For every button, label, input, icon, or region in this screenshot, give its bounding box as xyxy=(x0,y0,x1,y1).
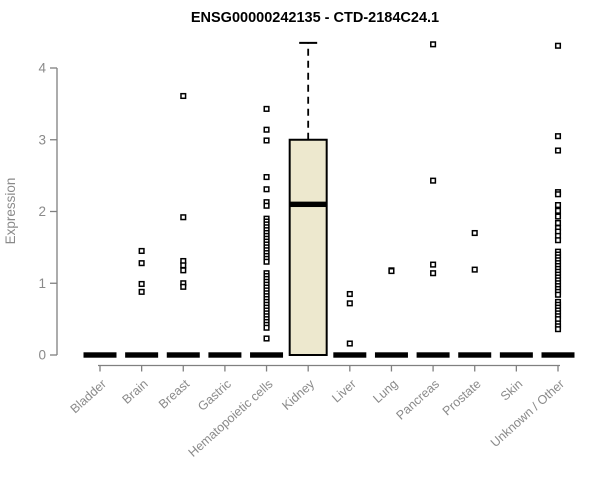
outlier-point xyxy=(430,261,437,268)
outlier-point xyxy=(346,290,353,298)
outlier-point xyxy=(346,340,353,347)
collapsed-box-unknown-other xyxy=(541,352,575,358)
outlier-point xyxy=(430,177,437,184)
outlier-point xyxy=(138,247,145,255)
outlier-point xyxy=(554,213,562,220)
collapsed-box-breast xyxy=(166,352,200,358)
x-tick-label: Unknown / Other xyxy=(488,377,567,450)
y-axis-label: Expression xyxy=(3,178,18,245)
outlier-point xyxy=(263,335,270,342)
x-tick-label: Skin xyxy=(498,377,525,404)
x-tick-label: Breast xyxy=(156,376,193,411)
outlier-point xyxy=(138,288,145,295)
outlier-point xyxy=(263,105,270,112)
collapsed-box-hematopoietic-cells xyxy=(250,352,284,358)
outlier-point xyxy=(430,270,437,277)
y-tick-label: 2 xyxy=(38,204,46,219)
chart-title: ENSG00000242135 - CTD-2184C24.1 xyxy=(191,10,439,26)
x-tick-label: Brain xyxy=(120,377,151,407)
outlier-point xyxy=(471,229,478,237)
outlier-point xyxy=(430,41,437,48)
outlier-point xyxy=(554,42,562,49)
outlier-point xyxy=(263,126,270,133)
x-tick-label: Pancreas xyxy=(393,377,442,423)
outlier-point xyxy=(554,237,562,244)
outlier-point xyxy=(263,186,270,193)
outlier-point xyxy=(554,133,562,140)
outlier-point xyxy=(263,324,270,331)
x-tick-label: Prostate xyxy=(440,377,484,419)
box-kidney xyxy=(288,138,328,356)
outlier-point xyxy=(471,266,478,273)
collapsed-box-liver xyxy=(333,352,367,358)
boxplot-series xyxy=(83,41,575,358)
outlier-point xyxy=(554,201,562,209)
outlier-point xyxy=(263,137,270,144)
outlier-point xyxy=(180,92,187,100)
y-tick-label: 0 xyxy=(38,348,46,363)
outlier-point xyxy=(263,202,270,209)
y-tick-label: 1 xyxy=(38,276,46,291)
outlier-point xyxy=(138,280,145,288)
x-tick-label: Kidney xyxy=(279,376,317,412)
outlier-point xyxy=(554,207,562,214)
outlier-point xyxy=(554,326,562,333)
x-tick-label: Liver xyxy=(329,377,359,406)
outlier-point xyxy=(346,300,353,307)
y-tick-label: 3 xyxy=(38,132,46,147)
collapsed-box-bladder xyxy=(83,352,117,358)
outlier-point xyxy=(263,258,270,265)
collapsed-box-pancreas xyxy=(416,352,450,358)
outlier-point xyxy=(554,147,562,154)
outlier-point xyxy=(388,268,395,275)
outlier-point xyxy=(554,191,562,198)
x-tick-label: Lung xyxy=(370,377,400,406)
collapsed-box-gastric xyxy=(208,352,242,358)
median-line xyxy=(289,201,327,208)
collapsed-box-brain xyxy=(125,352,159,358)
x-tick-label: Bladder xyxy=(68,377,109,416)
outlier-point xyxy=(180,267,187,274)
x-tick-label: Gastric xyxy=(195,377,234,414)
outlier-point xyxy=(554,291,562,298)
y-axis: 0 1 2 3 4 xyxy=(38,61,58,363)
outlier-point xyxy=(180,283,187,290)
collapsed-box-prostate xyxy=(458,352,492,358)
outlier-point xyxy=(554,219,562,227)
outlier-point xyxy=(180,262,187,269)
outlier-point xyxy=(180,214,187,221)
collapsed-box-skin xyxy=(499,352,533,358)
outlier-point xyxy=(138,260,145,267)
collapsed-box-lung xyxy=(374,352,408,358)
outlier-point xyxy=(263,174,270,181)
y-tick-label: 4 xyxy=(38,61,46,76)
